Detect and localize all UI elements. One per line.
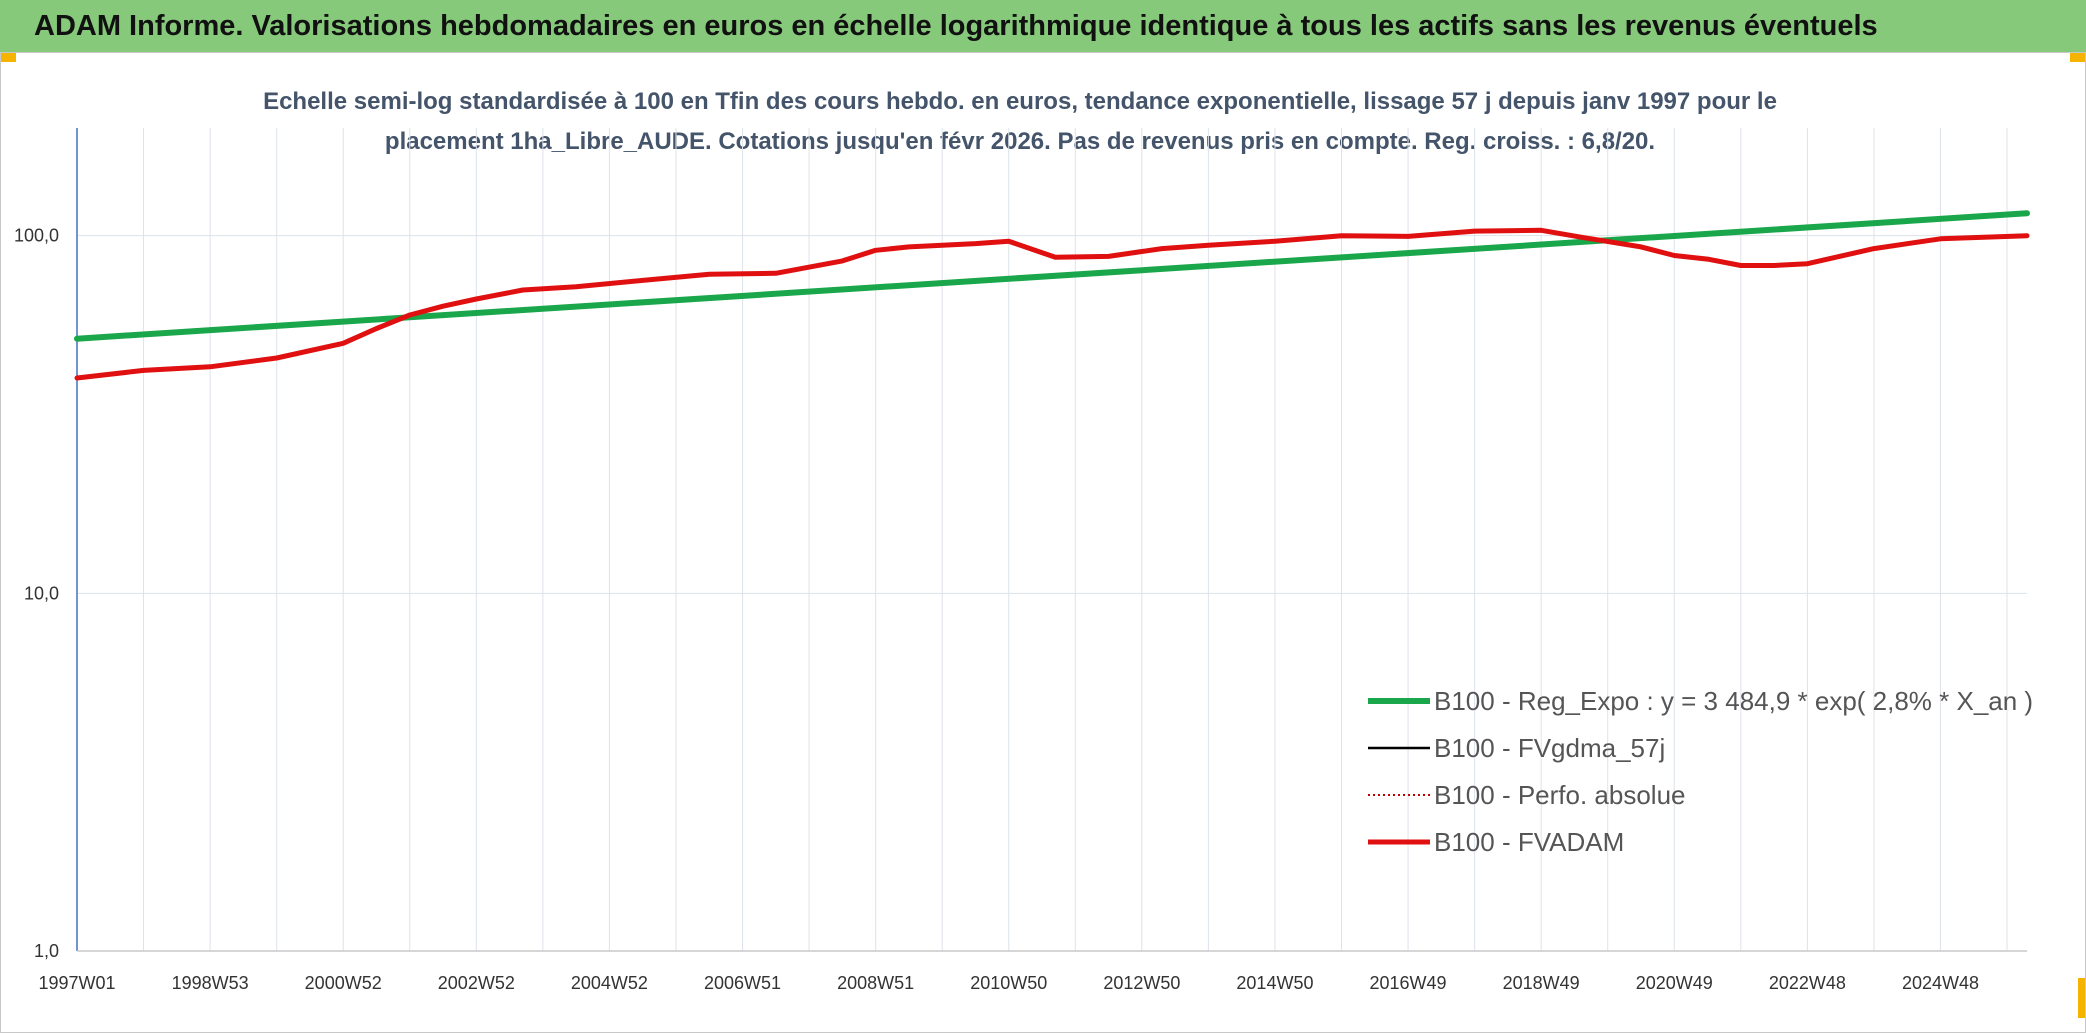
series-lines [74, 210, 2030, 381]
gridlines [76, 128, 2027, 951]
x-tick-label: 2018W49 [1503, 973, 1580, 993]
tick-labels: 1,0 10,0 100,0 1997W01 1998W53 2000W52 2002W52… [14, 226, 1979, 993]
x-tick-label: 2002W52 [438, 973, 515, 993]
x-tick-label: 2016W49 [1370, 973, 1447, 993]
bottom-right-accent-marker [2078, 978, 2086, 1018]
chart-subtitle: Echelle semi-log standardisée à 100 en T… [240, 82, 1800, 162]
legend-label-1: B100 - Reg_Expo : y = 3 484,9 * exp( 2,8… [1434, 686, 2033, 716]
right-accent-marker [2070, 52, 2086, 62]
y-tick-label: 1,0 [34, 941, 59, 961]
x-tick-label: 2004W52 [571, 973, 648, 993]
x-tick-label: 2022W48 [1769, 973, 1846, 993]
x-tick-label: 2006W51 [704, 973, 781, 993]
x-tick-label: 2008W51 [837, 973, 914, 993]
legend-label-4: B100 - FVADAM [1434, 827, 1624, 857]
left-accent-marker [0, 52, 16, 62]
x-tick-label: 2012W50 [1103, 973, 1180, 993]
report-title: ADAM Informe. Valorisations hebdomadaire… [0, 0, 2086, 52]
series-line-4 [74, 227, 2030, 381]
y-tick-label: 100,0 [14, 226, 59, 246]
x-tick-label: 2014W50 [1236, 973, 1313, 993]
x-tick-label: 2020W49 [1636, 973, 1713, 993]
chart-subtitle-line-1: Echelle semi-log standardisée à 100 en T… [263, 88, 1777, 115]
legend: B100 - Reg_Expo : y = 3 484,9 * exp( 2,8… [1368, 686, 2033, 857]
x-tick-label: 2010W50 [970, 973, 1047, 993]
x-tick-label: 1998W53 [172, 973, 249, 993]
legend-label-2: B100 - FVgdma_57j [1434, 733, 1665, 763]
chart-subtitle-line-2: placement 1ha_Libre_AUDE. Cotations jusq… [384, 128, 1656, 155]
axes [76, 128, 2027, 952]
x-tick-label: 2000W52 [305, 973, 382, 993]
legend-label-3: B100 - Perfo. absolue [1434, 780, 1686, 810]
series-line-1 [74, 210, 2030, 342]
x-tick-label: 2024W48 [1902, 973, 1979, 993]
y-tick-label: 10,0 [24, 583, 59, 603]
x-tick-label: 1997W01 [38, 973, 115, 993]
